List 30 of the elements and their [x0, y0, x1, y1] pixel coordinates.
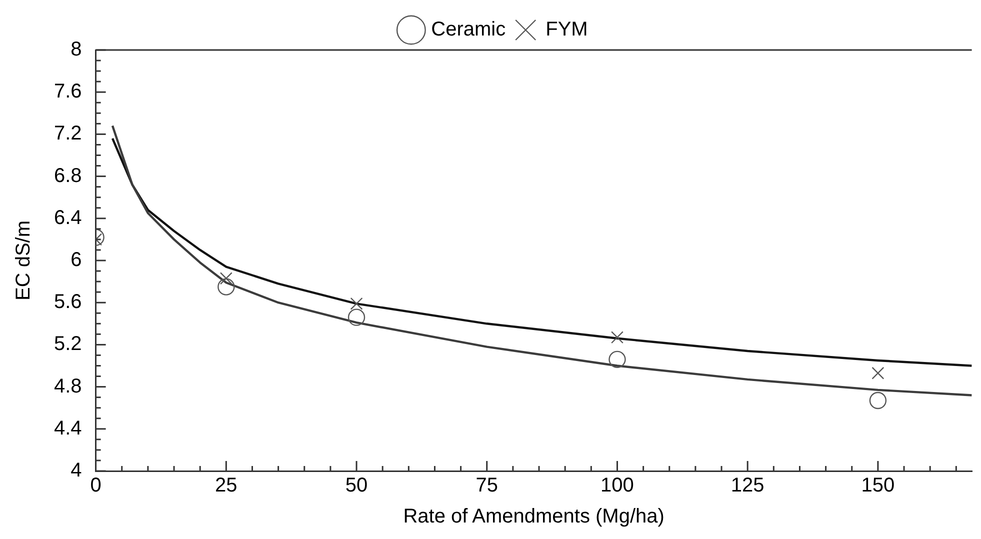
- x-tick-label: 75: [476, 474, 498, 497]
- x-tick-label: 100: [600, 474, 634, 497]
- y-tick-label: 7.2: [54, 122, 82, 145]
- point: [350, 297, 363, 310]
- x-axis-title: Rate of Amendments (Mg/ha): [403, 506, 664, 528]
- y-tick-label: 7.6: [54, 80, 82, 103]
- y-tick-label: 5.2: [54, 333, 82, 356]
- y-tick-label: 6.8: [54, 164, 82, 187]
- y-tick-label: 8: [70, 38, 82, 61]
- y-tick-label: 6: [70, 249, 82, 272]
- y-tick-label: 4.8: [54, 375, 82, 398]
- y-tick-label: 4: [70, 460, 82, 482]
- point: [869, 392, 887, 410]
- x-tick-label: 50: [345, 474, 368, 497]
- x-tick-label: 0: [90, 474, 102, 497]
- point: [218, 278, 235, 296]
- x-tick-label: 125: [730, 474, 764, 497]
- legend-label: Ceramic: [431, 18, 506, 41]
- point: [872, 366, 884, 380]
- y-axis-title: EC dS/m: [12, 220, 35, 301]
- point: [608, 350, 626, 368]
- y-tick-label: 6.4: [54, 206, 82, 229]
- point: [610, 331, 624, 344]
- x-tick-label: 25: [215, 474, 238, 497]
- y-tick-label: 5.6: [54, 291, 82, 314]
- legend-label: FYM: [546, 18, 588, 41]
- y-tick-label: 4.4: [54, 417, 82, 440]
- point: [220, 272, 232, 285]
- point: [348, 308, 366, 326]
- x-tick-label: 150: [861, 474, 895, 497]
